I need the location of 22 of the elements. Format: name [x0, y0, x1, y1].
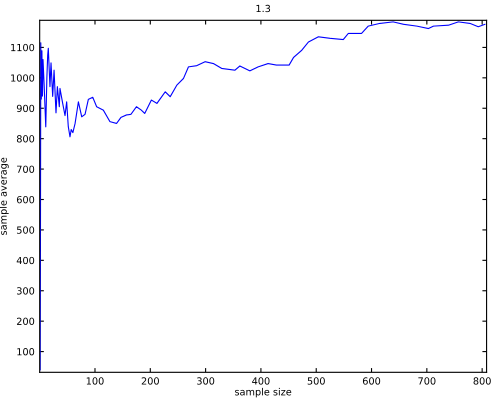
- x-tick-label: 100: [86, 377, 104, 385]
- x-tick-label: 800: [474, 377, 491, 385]
- y-tick-label: 800: [16, 135, 34, 142]
- y-tick-label: 600: [16, 196, 34, 204]
- chart-title: 1.3: [256, 4, 270, 12]
- y-tick-label: 200: [16, 318, 34, 325]
- y-tick-label: 300: [17, 287, 34, 295]
- x-tick-label: 700: [418, 377, 436, 385]
- y-tick-label: 500: [17, 226, 34, 234]
- y-tick-label: 100: [17, 348, 34, 356]
- y-tick-label: 1000: [11, 74, 34, 82]
- x-tick-label: 600: [362, 377, 380, 385]
- y-tick-label: 1100: [11, 44, 34, 52]
- line-series: [40, 21, 486, 370]
- y-tick-label: 400: [16, 256, 34, 264]
- x-tick-label: 300: [197, 377, 214, 385]
- x-tick-label: 400: [252, 377, 270, 385]
- x-axis-title: sample size: [235, 388, 292, 398]
- x-tick-label: 500: [308, 377, 325, 385]
- y-tick-label: 900: [16, 104, 34, 112]
- x-tick-label: 200: [142, 377, 159, 385]
- y-tick-label: 700: [17, 166, 34, 173]
